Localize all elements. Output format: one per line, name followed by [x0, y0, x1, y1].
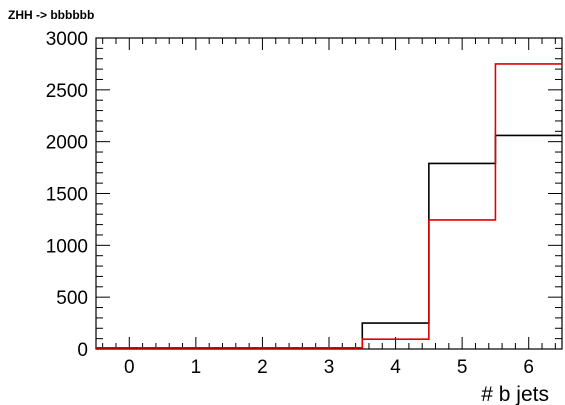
- y-tick-label: 2500: [46, 81, 88, 102]
- x-tick-label: 5: [457, 357, 468, 378]
- histogram-bin: [429, 162, 496, 164]
- histogram-bin: [362, 322, 429, 324]
- x-tick-label: 3: [324, 357, 335, 378]
- histogram-bin: [495, 63, 562, 65]
- x-tick-label: 1: [191, 357, 202, 378]
- x-tick-label: 6: [523, 357, 534, 378]
- plot-frame: [95, 37, 563, 350]
- series-group: [96, 63, 562, 349]
- histogram-series-0: [96, 134, 562, 349]
- histogram-bin: [495, 134, 562, 136]
- histogram-bin: [163, 347, 230, 349]
- histogram-step-line: [96, 63, 562, 349]
- histogram-bin: [362, 338, 429, 340]
- x-tick-label: 4: [390, 357, 401, 378]
- tick-labels: 0 500 1000 1500 2000 2500 3000 0 1 2 3 4 5 6: [46, 29, 534, 378]
- histogram-series-1: [96, 63, 562, 349]
- histogram-step-line: [96, 134, 562, 349]
- histogram-bin: [96, 347, 163, 349]
- x-tick-label: 2: [257, 357, 268, 378]
- chart-title: ZHH -> bbbbbb: [8, 8, 94, 22]
- y-tick-label: 500: [56, 288, 88, 309]
- x-axis-label: # b jets: [481, 383, 549, 405]
- histogram-bin: [429, 219, 496, 221]
- axis-ticks: [96, 37, 562, 350]
- y-tick-label: 2000: [46, 133, 88, 154]
- x-tick-label: 0: [124, 357, 135, 378]
- y-tick-label: 1000: [46, 236, 88, 257]
- histogram-bin: [229, 347, 296, 349]
- histogram-bin: [296, 347, 363, 349]
- y-tick-label: 1500: [46, 185, 88, 206]
- y-tick-label: 3000: [46, 29, 88, 50]
- y-tick-label: 0: [77, 340, 88, 361]
